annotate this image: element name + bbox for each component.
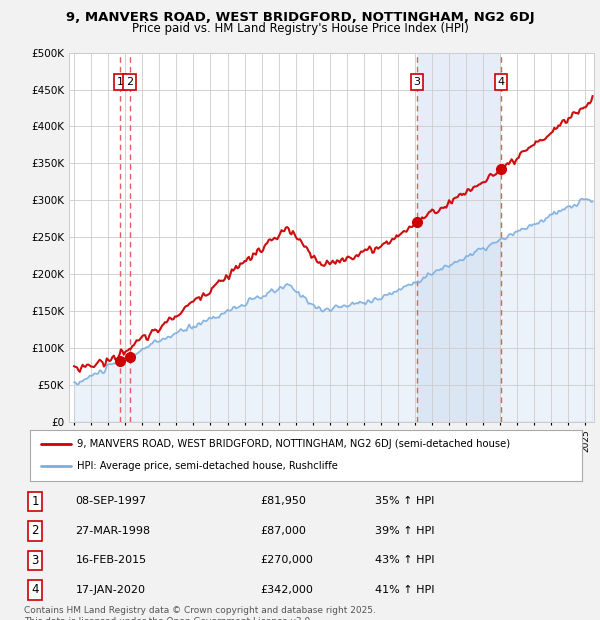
Text: £270,000: £270,000	[260, 556, 313, 565]
Text: 4: 4	[32, 583, 39, 596]
Text: 43% ↑ HPI: 43% ↑ HPI	[375, 556, 434, 565]
Text: 3: 3	[32, 554, 39, 567]
Text: £342,000: £342,000	[260, 585, 313, 595]
Text: 08-SEP-1997: 08-SEP-1997	[76, 497, 147, 507]
Text: 1: 1	[32, 495, 39, 508]
Text: 17-JAN-2020: 17-JAN-2020	[76, 585, 146, 595]
Text: HPI: Average price, semi-detached house, Rushcliffe: HPI: Average price, semi-detached house,…	[77, 461, 338, 471]
Text: 9, MANVERS ROAD, WEST BRIDGFORD, NOTTINGHAM, NG2 6DJ: 9, MANVERS ROAD, WEST BRIDGFORD, NOTTING…	[65, 11, 535, 24]
Text: 16-FEB-2015: 16-FEB-2015	[76, 556, 147, 565]
Text: 27-MAR-1998: 27-MAR-1998	[76, 526, 151, 536]
Text: 2: 2	[32, 525, 39, 538]
Text: 9, MANVERS ROAD, WEST BRIDGFORD, NOTTINGHAM, NG2 6DJ (semi-detached house): 9, MANVERS ROAD, WEST BRIDGFORD, NOTTING…	[77, 439, 510, 449]
Text: 35% ↑ HPI: 35% ↑ HPI	[375, 497, 434, 507]
Text: 41% ↑ HPI: 41% ↑ HPI	[375, 585, 434, 595]
Text: Price paid vs. HM Land Registry's House Price Index (HPI): Price paid vs. HM Land Registry's House …	[131, 22, 469, 35]
Bar	[417, 53, 501, 422]
Text: Contains HM Land Registry data © Crown copyright and database right 2025.
This d: Contains HM Land Registry data © Crown c…	[24, 606, 376, 620]
Text: £87,000: £87,000	[260, 526, 306, 536]
Text: 39% ↑ HPI: 39% ↑ HPI	[375, 526, 434, 536]
Text: 3: 3	[413, 78, 421, 87]
Text: 4: 4	[497, 78, 505, 87]
Text: 1: 1	[116, 78, 124, 87]
Text: 2: 2	[126, 78, 133, 87]
Text: £81,950: £81,950	[260, 497, 306, 507]
